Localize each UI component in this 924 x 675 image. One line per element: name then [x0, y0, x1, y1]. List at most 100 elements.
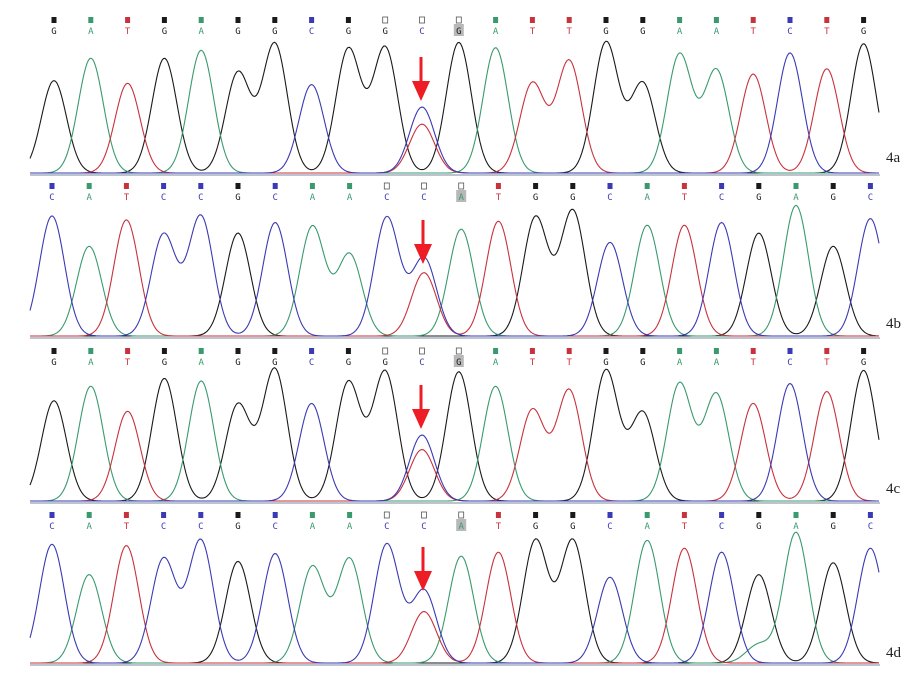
base-call-G: G — [51, 27, 56, 37]
base-quality-marker — [677, 17, 683, 23]
base-call-C: C — [719, 193, 724, 203]
base-quality-marker — [309, 512, 315, 518]
base-call-C: C — [421, 193, 426, 203]
base-quality-marker — [566, 348, 572, 354]
base-call-A: A — [310, 522, 316, 532]
base-call-A: A — [458, 522, 464, 532]
mutation-arrow-head — [412, 81, 430, 101]
base-call-C: C — [607, 522, 612, 532]
base-call-G: G — [235, 522, 240, 532]
base-call-A: A — [644, 193, 650, 203]
mutation-arrow-head — [414, 571, 432, 591]
base-highlight — [453, 24, 464, 36]
base-quality-marker — [533, 183, 539, 189]
base-call-G: G — [162, 27, 167, 37]
base-quality-marker — [345, 17, 351, 23]
base-quality-marker — [88, 17, 94, 23]
base-call-G: G — [272, 358, 277, 368]
base-call-C: C — [384, 522, 389, 532]
base-call-A: A — [198, 358, 204, 368]
base-call-A: A — [86, 522, 92, 532]
base-call-G: G — [640, 27, 645, 37]
base-quality-marker — [382, 16, 389, 24]
base-quality-marker — [750, 348, 756, 354]
trace-G — [30, 208, 879, 337]
trace-A — [30, 47, 879, 174]
base-call-C: C — [787, 27, 792, 37]
base-highlight — [456, 519, 467, 531]
base-call-G: G — [456, 358, 461, 368]
base-quality-marker — [51, 17, 57, 23]
panel-label: 4b — [886, 316, 901, 332]
base-call-A: A — [677, 358, 683, 368]
base-call-A: A — [86, 193, 92, 203]
base-call-A: A — [644, 522, 650, 532]
base-call-A: A — [793, 522, 799, 532]
base-quality-marker — [235, 512, 241, 518]
trace-T — [30, 544, 879, 664]
base-quality-marker — [529, 17, 535, 23]
base-quality-marker — [123, 512, 129, 518]
base-call-T: T — [566, 358, 572, 368]
base-quality-marker — [756, 183, 762, 189]
base-call-G: G — [533, 522, 538, 532]
base-call-G: G — [640, 358, 645, 368]
base-quality-marker — [824, 348, 830, 354]
base-quality-marker — [867, 512, 873, 518]
base-quality-marker — [419, 347, 425, 355]
base-call-C: C — [421, 522, 426, 532]
panel-label: 4c — [886, 481, 901, 497]
base-quality-marker — [677, 348, 683, 354]
base-call-C: C — [868, 522, 873, 532]
base-quality-marker — [861, 17, 867, 23]
base-quality-marker — [867, 183, 873, 189]
base-call-C: C — [607, 193, 612, 203]
base-call-T: T — [125, 358, 131, 368]
base-call-A: A — [677, 27, 683, 37]
base-call-G: G — [533, 193, 538, 203]
base-call-T: T — [124, 193, 130, 203]
base-call-T: T — [824, 27, 830, 37]
trace-A — [30, 380, 879, 502]
base-quality-marker — [86, 183, 92, 189]
base-call-G: G — [51, 358, 56, 368]
base-call-T: T — [682, 193, 688, 203]
base-quality-marker — [607, 183, 613, 189]
base-quality-marker — [830, 512, 836, 518]
base-quality-marker — [787, 348, 793, 354]
base-call-C: C — [272, 193, 277, 203]
base-quality-marker — [713, 17, 719, 23]
base-quality-marker — [125, 17, 131, 23]
base-quality-marker — [570, 512, 576, 518]
base-call-G: G — [346, 358, 351, 368]
base-quality-marker — [607, 512, 613, 518]
base-call-G: G — [756, 522, 761, 532]
base-call-G: G — [235, 193, 240, 203]
base-quality-marker — [272, 17, 278, 23]
base-call-G: G — [861, 27, 866, 37]
base-call-G: G — [830, 522, 835, 532]
base-call-C: C — [868, 193, 873, 203]
base-quality-marker — [161, 348, 167, 354]
base-call-T: T — [496, 522, 502, 532]
panel-label: 4a — [886, 150, 901, 166]
base-call-T: T — [566, 27, 572, 37]
base-call-G: G — [756, 193, 761, 203]
base-call-C: C — [49, 522, 54, 532]
base-quality-marker — [719, 183, 725, 189]
base-call-C: C — [787, 358, 792, 368]
base-call-A: A — [347, 522, 353, 532]
trace-G — [29, 367, 880, 502]
base-call-T: T — [125, 27, 131, 37]
base-quality-marker — [719, 512, 725, 518]
base-highlight — [456, 190, 467, 202]
base-quality-marker — [198, 348, 204, 354]
base-call-T: T — [750, 358, 756, 368]
base-call-C: C — [309, 27, 314, 37]
base-quality-marker — [603, 17, 609, 23]
base-call-C: C — [49, 193, 54, 203]
base-quality-marker — [309, 348, 315, 354]
base-call-C: C — [161, 193, 166, 203]
base-call-A: A — [714, 358, 720, 368]
trace-G — [30, 538, 880, 664]
